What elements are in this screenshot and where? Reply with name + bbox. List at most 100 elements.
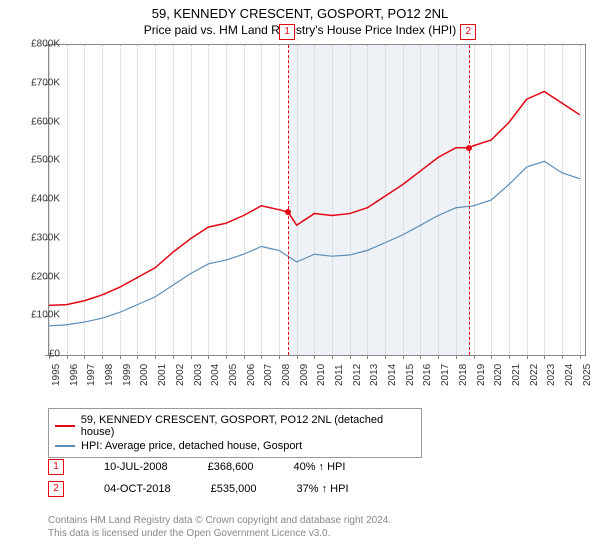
x-tick (509, 355, 510, 359)
x-axis-label: 2020 (493, 364, 504, 386)
x-tick (403, 355, 404, 359)
x-tick (314, 355, 315, 359)
x-axis-label: 1996 (69, 364, 80, 386)
footer-line: Contains HM Land Registry data © Crown c… (48, 514, 391, 527)
x-tick (562, 355, 563, 359)
legend-label: HPI: Average price, detached house, Gosp… (81, 440, 302, 452)
legend-item: 59, KENNEDY CRESCENT, GOSPORT, PO12 2NL … (55, 413, 415, 439)
x-axis-label: 2013 (369, 364, 380, 386)
x-axis-label: 2022 (529, 364, 540, 386)
y-axis-label: £300K (31, 232, 60, 243)
marker-number-box: 2 (460, 24, 476, 40)
x-tick (527, 355, 528, 359)
x-tick (261, 355, 262, 359)
annotation-price: £368,600 (208, 461, 254, 473)
x-axis-label: 2008 (281, 364, 292, 386)
x-axis-label: 2009 (299, 364, 310, 386)
x-axis-label: 2005 (228, 364, 239, 386)
x-axis-label: 1997 (86, 364, 97, 386)
x-axis-label: 2021 (511, 364, 522, 386)
x-tick (491, 355, 492, 359)
x-axis-label: 2004 (210, 364, 221, 386)
x-tick (208, 355, 209, 359)
annotation-price: £535,000 (211, 483, 257, 495)
marker-vline (288, 45, 289, 355)
x-axis-label: 2003 (193, 364, 204, 386)
x-tick (297, 355, 298, 359)
x-axis-label: 2002 (175, 364, 186, 386)
x-tick (67, 355, 68, 359)
marker-dot-icon (285, 209, 291, 215)
annotation-marker-icon: 2 (48, 481, 64, 497)
x-tick (385, 355, 386, 359)
x-tick (226, 355, 227, 359)
x-axis-label: 2001 (157, 364, 168, 386)
legend-swatch (55, 425, 75, 427)
marker-dot-icon (466, 145, 472, 151)
legend-box: 59, KENNEDY CRESCENT, GOSPORT, PO12 2NL … (48, 408, 422, 458)
x-axis-label: 1995 (51, 364, 62, 386)
x-tick (279, 355, 280, 359)
x-tick (544, 355, 545, 359)
chart-title: 59, KENNEDY CRESCENT, GOSPORT, PO12 2NL (0, 0, 600, 21)
x-axis-label: 2018 (458, 364, 469, 386)
footer-attribution: Contains HM Land Registry data © Crown c… (48, 514, 391, 540)
chart-container: 59, KENNEDY CRESCENT, GOSPORT, PO12 2NL … (0, 0, 600, 560)
y-axis-label: £800K (31, 39, 60, 50)
x-tick (350, 355, 351, 359)
annotation-row: 2 04-OCT-2018 £535,000 37% ↑ HPI (48, 478, 349, 500)
annotation-table: 1 10-JUL-2008 £368,600 40% ↑ HPI 2 04-OC… (48, 456, 349, 500)
y-axis-label: £500K (31, 155, 60, 166)
x-tick (474, 355, 475, 359)
chart-subtitle: Price paid vs. HM Land Registry's House … (0, 21, 600, 37)
x-tick (191, 355, 192, 359)
footer-line: This data is licensed under the Open Gov… (48, 527, 391, 540)
x-axis-label: 2017 (440, 364, 451, 386)
y-axis-label: £200K (31, 271, 60, 282)
x-axis-label: 2007 (263, 364, 274, 386)
x-axis-label: 1999 (122, 364, 133, 386)
x-axis-label: 2015 (405, 364, 416, 386)
annotation-date: 10-JUL-2008 (104, 461, 168, 473)
y-axis-label: £0 (49, 349, 60, 360)
y-axis-label: £400K (31, 194, 60, 205)
annotation-marker-icon: 1 (48, 459, 64, 475)
chart-plot-area (48, 44, 586, 356)
x-axis-label: 2016 (422, 364, 433, 386)
x-axis-label: 2011 (334, 364, 345, 386)
x-tick (580, 355, 581, 359)
series-line-price_paid (49, 92, 580, 306)
annotation-date: 04-OCT-2018 (104, 483, 171, 495)
x-axis-label: 2019 (476, 364, 487, 386)
annotation-pct: 37% ↑ HPI (297, 483, 349, 495)
x-axis-label: 2000 (139, 364, 150, 386)
x-axis-label: 1998 (104, 364, 115, 386)
legend-swatch (55, 445, 75, 447)
x-tick (420, 355, 421, 359)
x-tick (120, 355, 121, 359)
y-axis-label: £100K (31, 310, 60, 321)
legend-label: 59, KENNEDY CRESCENT, GOSPORT, PO12 2NL … (81, 414, 415, 438)
series-line-hpi (49, 161, 580, 326)
x-axis-label: 2010 (316, 364, 327, 386)
x-tick (102, 355, 103, 359)
x-axis-label: 2014 (387, 364, 398, 386)
chart-svg (49, 45, 585, 355)
x-tick (244, 355, 245, 359)
x-tick (332, 355, 333, 359)
x-axis-label: 2023 (546, 364, 557, 386)
marker-number-box: 1 (279, 24, 295, 40)
x-tick (173, 355, 174, 359)
x-tick (367, 355, 368, 359)
marker-vline (469, 45, 470, 355)
x-axis-label: 2006 (246, 364, 257, 386)
x-tick (456, 355, 457, 359)
y-axis-label: £700K (31, 77, 60, 88)
legend-item: HPI: Average price, detached house, Gosp… (55, 439, 415, 453)
x-axis-label: 2025 (582, 364, 593, 386)
annotation-row: 1 10-JUL-2008 £368,600 40% ↑ HPI (48, 456, 349, 478)
y-axis-label: £600K (31, 116, 60, 127)
annotation-pct: 40% ↑ HPI (293, 461, 345, 473)
x-axis-label: 2012 (352, 364, 363, 386)
x-tick (84, 355, 85, 359)
